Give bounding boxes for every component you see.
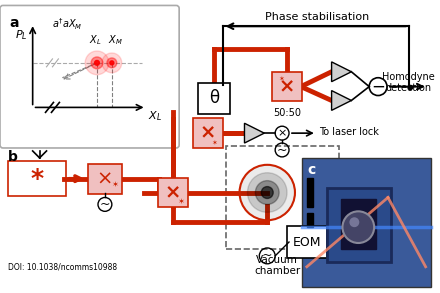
Text: ×: ×	[279, 77, 295, 96]
Text: ✶: ✶	[278, 76, 284, 82]
Text: To laser lock: To laser lock	[319, 127, 378, 137]
Circle shape	[247, 173, 287, 212]
Text: ✶: ✶	[111, 181, 118, 190]
Text: EOM: EOM	[293, 236, 321, 248]
Text: ✶: ✶	[212, 140, 218, 146]
Text: −: −	[371, 78, 385, 96]
Text: c: c	[308, 163, 316, 177]
Text: θ: θ	[209, 89, 219, 108]
Circle shape	[255, 181, 279, 205]
Text: $X_M$: $X_M$	[108, 33, 123, 47]
FancyBboxPatch shape	[272, 72, 302, 101]
Text: b: b	[8, 150, 18, 164]
Text: ~: ~	[277, 144, 287, 156]
Circle shape	[261, 187, 273, 198]
Text: DOI: 10.1038/ncomms10988: DOI: 10.1038/ncomms10988	[8, 263, 117, 272]
Text: $X_L$: $X_L$	[148, 109, 162, 123]
Circle shape	[342, 211, 374, 243]
Circle shape	[91, 57, 103, 69]
Circle shape	[85, 51, 109, 75]
FancyBboxPatch shape	[0, 6, 179, 148]
Polygon shape	[332, 62, 352, 82]
Text: ~: ~	[262, 249, 272, 262]
Text: ×: ×	[97, 169, 113, 188]
Text: ~: ~	[100, 198, 110, 211]
Text: Vacuum
chamber: Vacuum chamber	[254, 255, 300, 277]
FancyBboxPatch shape	[193, 118, 223, 148]
Text: $a^{\dagger}aX_M$: $a^{\dagger}aX_M$	[52, 16, 83, 32]
Text: Homodyne
detection: Homodyne detection	[382, 72, 435, 93]
Polygon shape	[332, 91, 352, 110]
Text: ×: ×	[200, 124, 216, 143]
FancyBboxPatch shape	[341, 200, 376, 249]
FancyBboxPatch shape	[8, 161, 66, 197]
Circle shape	[110, 61, 114, 65]
FancyBboxPatch shape	[326, 188, 391, 262]
FancyBboxPatch shape	[88, 164, 122, 193]
Polygon shape	[245, 123, 264, 143]
Text: 50:50: 50:50	[273, 108, 301, 118]
Text: $P_L$: $P_L$	[15, 28, 28, 42]
Text: a: a	[9, 16, 18, 30]
Text: ×: ×	[277, 128, 287, 138]
FancyBboxPatch shape	[198, 83, 230, 114]
FancyBboxPatch shape	[302, 158, 431, 287]
Circle shape	[95, 60, 99, 65]
Text: ×: ×	[165, 183, 181, 202]
Text: *: *	[30, 167, 43, 191]
Circle shape	[102, 53, 122, 73]
FancyBboxPatch shape	[287, 226, 326, 258]
FancyBboxPatch shape	[158, 178, 188, 207]
Text: ✶: ✶	[178, 198, 185, 207]
Circle shape	[239, 165, 295, 220]
Circle shape	[107, 58, 117, 68]
Bar	[307, 178, 313, 207]
Text: $X_L$: $X_L$	[89, 33, 101, 47]
Circle shape	[349, 217, 359, 227]
Text: Phase stabilisation: Phase stabilisation	[264, 12, 369, 22]
Bar	[307, 213, 313, 227]
FancyBboxPatch shape	[226, 146, 338, 249]
